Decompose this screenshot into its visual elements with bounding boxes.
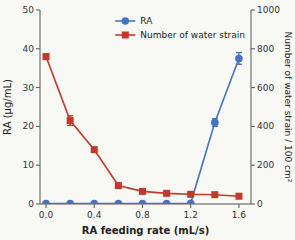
y2-tick-label: 0	[257, 199, 263, 209]
point	[139, 188, 146, 195]
x-tick-label: 0.8	[135, 210, 150, 220]
x-tick-label: 1.6	[232, 210, 247, 220]
point	[211, 119, 219, 127]
y2-tick-label: 200	[257, 160, 274, 170]
plot-area	[42, 53, 243, 204]
y-tick-label: 30	[23, 83, 35, 93]
y-tick-label: 0	[28, 199, 34, 209]
series-line	[46, 59, 239, 204]
point	[115, 200, 123, 204]
error-bar-cap	[67, 115, 73, 116]
y2-axis-label: Number of water strain / 100 cm²	[283, 32, 293, 183]
y2-tick	[251, 48, 255, 49]
point	[187, 199, 195, 204]
x-tick	[238, 204, 239, 208]
y2-tick-label: 800	[257, 44, 274, 54]
y-tick	[36, 48, 40, 49]
y-tick	[36, 87, 40, 88]
x-tick-label: 0.4	[87, 210, 102, 220]
point	[43, 53, 50, 60]
series-line	[46, 57, 239, 197]
y2-tick	[251, 126, 255, 127]
point	[211, 191, 218, 198]
y-tick-label: 10	[23, 160, 35, 170]
y-tick	[36, 204, 40, 205]
y2-tick-label: 400	[257, 121, 274, 131]
y-tick-label: 20	[23, 121, 35, 131]
error-bar	[67, 116, 73, 126]
x-tick	[94, 204, 95, 208]
x-tick	[190, 204, 191, 208]
y2-tick	[251, 87, 255, 88]
y2-tick	[251, 165, 255, 166]
point	[235, 55, 243, 63]
x-axis-label: RA feeding rate (mL/s)	[82, 225, 209, 236]
point	[90, 200, 98, 204]
y-tick	[36, 165, 40, 166]
series	[42, 53, 243, 204]
error-bar-cap	[236, 64, 242, 65]
y-axis-line	[40, 10, 41, 204]
error-bar	[212, 119, 218, 127]
legend: RA Number of water strain	[115, 16, 245, 40]
x-tick	[46, 204, 47, 208]
legend-label: RA	[140, 16, 153, 26]
y2-tick-label: 600	[257, 83, 274, 93]
error-bar	[236, 53, 242, 65]
error-bar-cap	[67, 125, 73, 126]
point	[115, 182, 122, 189]
y-axis-label: RA (μg/mL)	[2, 79, 13, 135]
x-tick-label: 0.0	[39, 210, 54, 220]
point	[187, 191, 194, 198]
y-tick	[36, 126, 40, 127]
legend-label: Number of water strain	[140, 30, 245, 40]
point	[91, 146, 98, 153]
legend-marker	[121, 17, 129, 25]
y2-tick-label: 1000	[257, 5, 280, 15]
chart: 0.0 0.4 0.8 1.2 1.6 0 10 20 30 40 50 0 200 400 600 800 1…	[0, 0, 295, 240]
x-tick-label: 1.2	[184, 210, 198, 220]
point	[66, 200, 74, 204]
x-tick	[142, 204, 143, 208]
series	[43, 53, 243, 200]
y2-axis-line	[251, 10, 252, 204]
error-bar-cap	[236, 52, 242, 53]
point	[163, 200, 171, 204]
point	[139, 200, 147, 204]
point	[163, 190, 170, 197]
y-tick-label: 40	[23, 44, 35, 54]
point	[42, 200, 50, 204]
y2-tick	[251, 204, 255, 205]
y-tick-label: 50	[23, 5, 35, 15]
legend-marker	[122, 32, 129, 39]
point	[67, 117, 74, 124]
y-tick	[36, 10, 40, 11]
point	[235, 193, 242, 200]
y2-tick	[251, 10, 255, 11]
